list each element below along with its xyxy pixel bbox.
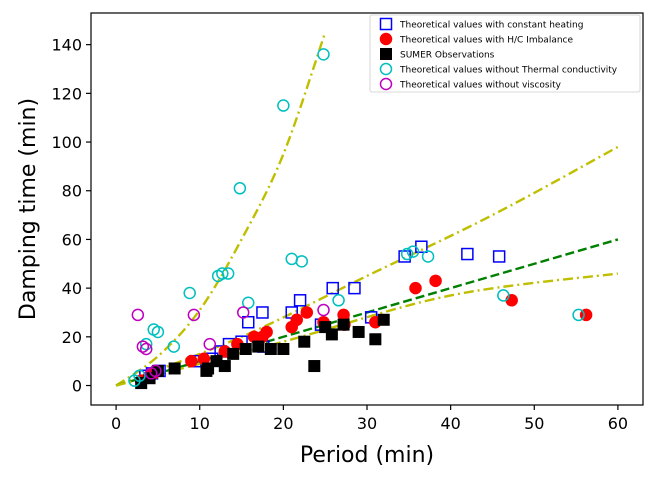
fit-line-1 (115, 32, 327, 387)
data-point (241, 315, 255, 329)
y-tick-label: 140 (51, 36, 82, 55)
data-point (227, 347, 240, 360)
data-point (277, 343, 290, 355)
data-point (406, 245, 420, 258)
data-point (136, 340, 150, 353)
data-point (233, 182, 247, 195)
data-point (277, 99, 290, 112)
data-point (239, 343, 252, 355)
legend: Theoretical values with constant heating… (369, 14, 641, 93)
data-point (461, 247, 474, 261)
axis-ticks: 0 10 20 30 40 50 60 0 20 40 60 80 100 120 140 (51, 36, 628, 433)
data-point (151, 325, 165, 339)
x-tick-label: 0 (111, 414, 121, 433)
y-tick-label: 20 (62, 328, 82, 347)
fit-line-2 (115, 145, 619, 387)
x-tick-label: 60 (608, 414, 628, 433)
data-point (300, 306, 314, 319)
legend-label: SUMER Observations (400, 51, 495, 61)
data-point (216, 267, 229, 280)
data-point (298, 335, 311, 348)
data-point (369, 333, 382, 346)
x-tick-label: 30 (357, 414, 377, 433)
data-point (149, 364, 162, 378)
data-points (128, 48, 593, 390)
data-point (139, 337, 153, 351)
series-5 (131, 303, 330, 380)
data-point (497, 289, 510, 302)
legend-item: Theoretical values with H/C Imbalance (379, 32, 573, 46)
data-point (429, 274, 442, 288)
data-point (218, 360, 231, 373)
data-point (337, 318, 350, 331)
y-tick-label: 80 (62, 182, 82, 201)
data-point (332, 294, 345, 307)
data-point (409, 281, 422, 295)
data-point (264, 343, 277, 355)
y-tick-label: 40 (62, 279, 82, 298)
data-point (421, 250, 435, 263)
data-point (295, 255, 309, 268)
x-tick-label: 50 (524, 414, 544, 433)
data-point (260, 325, 273, 339)
data-point (326, 281, 339, 295)
data-point (185, 354, 198, 368)
data-point (183, 286, 196, 300)
data-point (139, 342, 153, 356)
data-point (133, 369, 146, 383)
x-tick-label: 10 (190, 414, 210, 433)
legend-marker (379, 77, 393, 91)
y-tick-label: 100 (51, 133, 82, 152)
legend-label: Theoretical values with H/C Imbalance (399, 36, 573, 46)
y-tick-label: 120 (51, 84, 82, 103)
legend-label: Theoretical values with constant heating (399, 21, 583, 31)
x-tick-label: 20 (273, 414, 293, 433)
legend-marker (380, 48, 392, 60)
data-point (167, 340, 181, 353)
legend-marker (379, 17, 393, 31)
data-point (492, 250, 506, 263)
y-tick-label: 0 (72, 377, 82, 396)
data-point (203, 337, 217, 351)
legend-label: Theoretical values without Thermal condu… (399, 66, 618, 76)
x-tick-label: 40 (440, 414, 460, 433)
data-point (131, 308, 145, 322)
data-point (221, 267, 235, 280)
data-point (319, 321, 332, 334)
data-point (202, 362, 215, 375)
legend-box (369, 14, 641, 93)
data-point (505, 294, 518, 307)
data-point (352, 325, 365, 338)
x-axis-title: Period (min) (300, 443, 434, 468)
data-point (151, 364, 164, 377)
y-axis-title: Damping time (min) (16, 98, 41, 320)
data-point (572, 308, 585, 322)
legend-item: Theoretical values without Thermal condu… (379, 62, 618, 76)
y-tick-label: 60 (62, 230, 82, 249)
legend-marker (379, 62, 393, 76)
data-point (168, 362, 181, 375)
legend-item: SUMER Observations (380, 48, 495, 61)
data-point (325, 328, 338, 341)
legend-item: Theoretical values without viscosity (379, 77, 562, 91)
data-point (293, 294, 307, 307)
data-point (317, 303, 330, 317)
data-point (187, 308, 201, 322)
data-point (241, 296, 255, 309)
data-point (348, 281, 361, 295)
data-point (317, 48, 330, 61)
legend-label: Theoretical values without viscosity (399, 81, 562, 91)
data-point (308, 360, 321, 373)
data-point (400, 247, 414, 261)
data-point (236, 306, 250, 319)
data-point (252, 340, 265, 353)
legend-item: Theoretical values with constant heating (379, 17, 583, 31)
data-point (256, 306, 269, 319)
data-point (377, 313, 390, 326)
series-4 (128, 48, 585, 387)
data-point (290, 313, 303, 327)
legend-marker (379, 32, 393, 46)
